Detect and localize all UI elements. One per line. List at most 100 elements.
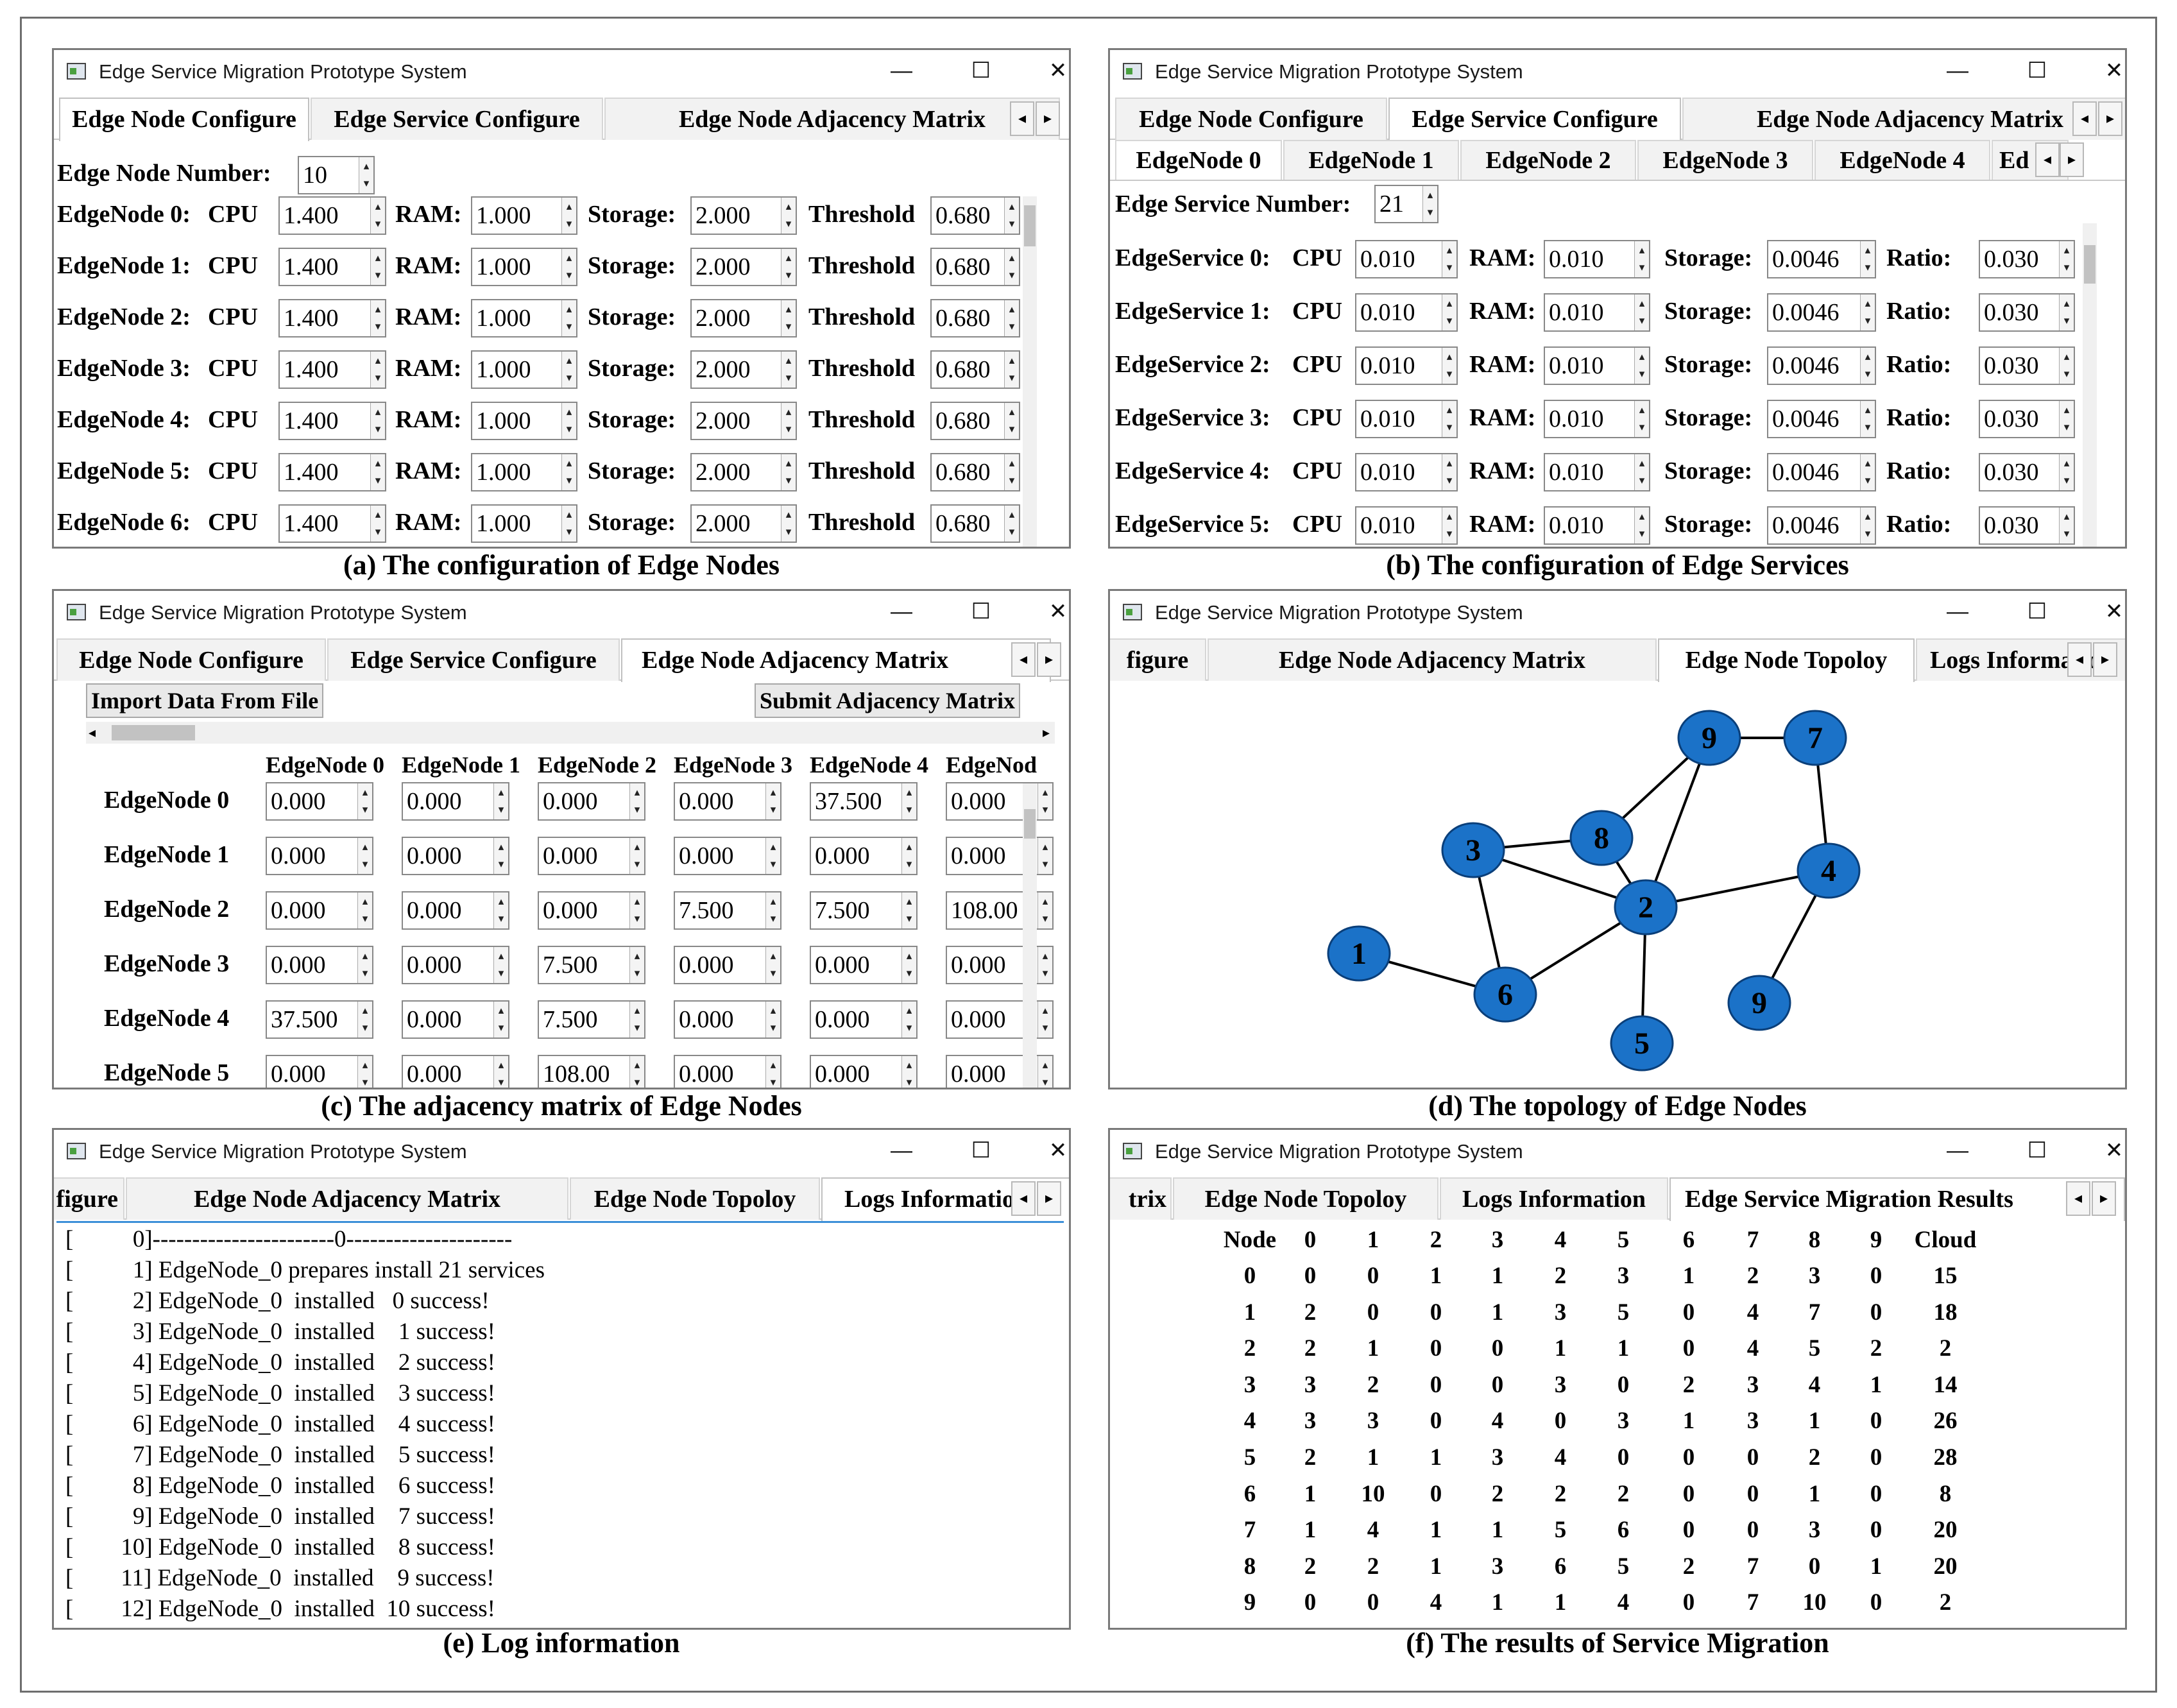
scrollbar-thumb[interactable] (1024, 809, 1036, 839)
cpu-spinbox[interactable]: 1.400 (278, 402, 386, 440)
tab-edge-node-adjacency-matrix[interactable]: Edge Node Adjacency Matrix (1682, 98, 2125, 140)
matrix-cell-spinbox[interactable]: 0.000 (674, 837, 781, 875)
cpu-spinbox[interactable]: 1.400 (278, 299, 386, 337)
title-bar[interactable]: Edge Service Migration Prototype System … (54, 1130, 1069, 1175)
ram-spinbox[interactable]: 0.010 (1544, 293, 1650, 332)
matrix-cell-spinbox[interactable]: 108.00 (946, 891, 1054, 930)
tab-edge-node-configure[interactable]: Edge Node Configure (56, 638, 326, 681)
tab-scroll-left-icon[interactable]: ◂ (2067, 642, 2092, 677)
subtab-edgenode-4[interactable]: EdgeNode 4 (1814, 140, 1990, 180)
horizontal-scrollbar[interactable]: ◂ ▸ (86, 722, 1055, 744)
tab-scroll-right-icon[interactable]: ▸ (1037, 642, 1061, 677)
matrix-cell-spinbox[interactable]: 0.000 (810, 946, 918, 984)
maximize-icon[interactable]: ☐ (971, 599, 991, 624)
vertical-scrollbar[interactable] (2083, 223, 2097, 547)
tab-edge-node-adjacency-matrix[interactable]: Edge Node Adjacency Matrix (1208, 638, 1657, 681)
matrix-cell-spinbox[interactable]: 0.000 (402, 1000, 509, 1039)
tab-edge-node-adjacency-matrix[interactable]: Edge Node Adjacency Matrix (621, 638, 1051, 682)
maximize-icon[interactable]: ☐ (2027, 1138, 2047, 1163)
tab-scroll-right-icon[interactable]: ▸ (2098, 101, 2122, 136)
ram-spinbox[interactable]: 1.000 (471, 453, 577, 491)
matrix-cell-spinbox[interactable]: 0.000 (402, 946, 509, 984)
ram-spinbox[interactable]: 1.000 (471, 504, 577, 543)
storage-spinbox[interactable]: 0.0046 (1767, 293, 1876, 332)
matrix-cell-spinbox[interactable]: 0.000 (810, 1000, 918, 1039)
vertical-scrollbar[interactable] (1023, 783, 1037, 1088)
matrix-cell-spinbox[interactable]: 0.000 (266, 1055, 373, 1088)
scroll-right-icon[interactable]: ▸ (1042, 724, 1050, 740)
close-icon[interactable]: ✕ (1048, 58, 1068, 83)
matrix-cell-spinbox[interactable]: 0.000 (810, 837, 918, 875)
matrix-cell-spinbox[interactable]: 37.500 (266, 1000, 373, 1039)
tab-edge-service-configure[interactable]: Edge Service Configure (327, 638, 620, 681)
threshold-spinbox[interactable]: 0.680 (930, 350, 1020, 389)
node-number-spinbox[interactable]: 10 (298, 156, 375, 194)
threshold-spinbox[interactable]: 0.680 (930, 402, 1020, 440)
storage-spinbox[interactable]: 0.0046 (1767, 506, 1876, 545)
tab-edge-node-topology[interactable]: Edge Node Topoloy (1173, 1177, 1439, 1220)
ram-spinbox[interactable]: 0.010 (1544, 453, 1650, 491)
subtab-edgenode-3[interactable]: EdgeNode 3 (1637, 140, 1813, 180)
cpu-spinbox[interactable]: 0.010 (1355, 506, 1458, 545)
cpu-spinbox[interactable]: 0.010 (1355, 453, 1458, 491)
minimize-icon[interactable]: — (891, 599, 912, 624)
tab-edge-node-adjacency-matrix[interactable]: Edge Node Adjacency Matrix (604, 98, 1060, 140)
tab-scroll-left-icon[interactable]: ◂ (2066, 1181, 2090, 1216)
storage-spinbox[interactable]: 2.000 (690, 402, 797, 440)
tab-scroll-left-icon[interactable]: ◂ (1010, 101, 1034, 136)
title-bar[interactable]: Edge Service Migration Prototype System … (1110, 1130, 2125, 1175)
ratio-spinbox[interactable]: 0.030 (1979, 240, 2075, 278)
ratio-spinbox[interactable]: 0.030 (1979, 400, 2075, 438)
storage-spinbox[interactable]: 0.0046 (1767, 240, 1876, 278)
threshold-spinbox[interactable]: 0.680 (930, 299, 1020, 337)
service-number-spinbox[interactable]: 21 (1374, 185, 1439, 223)
matrix-cell-spinbox[interactable]: 37.500 (810, 782, 918, 821)
import-data-button[interactable]: Import Data From File (86, 683, 324, 718)
matrix-cell-spinbox[interactable]: 0.000 (266, 946, 373, 984)
ram-spinbox[interactable]: 1.000 (471, 402, 577, 440)
storage-spinbox[interactable]: 2.000 (690, 248, 797, 286)
threshold-spinbox[interactable]: 0.680 (930, 504, 1020, 543)
submit-adjacency-matrix-button[interactable]: Submit Adjacency Matrix (755, 683, 1020, 718)
maximize-icon[interactable]: ☐ (971, 58, 991, 83)
matrix-cell-spinbox[interactable]: 7.500 (538, 946, 645, 984)
tab-edge-node-configure[interactable]: Edge Node Configure (1115, 98, 1387, 140)
tab-scroll-right-icon[interactable]: ▸ (1037, 1181, 1061, 1216)
scroll-left-icon[interactable]: ◂ (89, 724, 96, 740)
storage-spinbox[interactable]: 2.000 (690, 299, 797, 337)
matrix-cell-spinbox[interactable]: 0.000 (946, 946, 1054, 984)
tab-adjacency-matrix[interactable]: trix (1110, 1177, 1172, 1220)
title-bar[interactable]: Edge Service Migration Prototype System … (54, 50, 1069, 95)
storage-spinbox[interactable]: 2.000 (690, 453, 797, 491)
cpu-spinbox[interactable]: 1.400 (278, 453, 386, 491)
matrix-cell-spinbox[interactable]: 0.000 (946, 1055, 1054, 1088)
matrix-cell-spinbox[interactable]: 0.000 (674, 946, 781, 984)
close-icon[interactable]: ✕ (1048, 599, 1068, 624)
matrix-cell-spinbox[interactable]: 0.000 (674, 1055, 781, 1088)
matrix-cell-spinbox[interactable]: 0.000 (946, 837, 1054, 875)
matrix-cell-spinbox[interactable]: 7.500 (810, 891, 918, 930)
title-bar[interactable]: Edge Service Migration Prototype System … (1110, 50, 2125, 95)
tab-edge-service-configure[interactable]: Edge Service Configure (311, 98, 603, 140)
tab-configure[interactable]: figure (1110, 638, 1206, 681)
ram-spinbox[interactable]: 0.010 (1544, 240, 1650, 278)
matrix-cell-spinbox[interactable]: 7.500 (674, 891, 781, 930)
subtab-edgenode-1[interactable]: EdgeNode 1 (1283, 140, 1459, 180)
threshold-spinbox[interactable]: 0.680 (930, 453, 1020, 491)
tab-scroll-right-icon[interactable]: ▸ (2093, 642, 2117, 677)
scrollbar-thumb[interactable] (1024, 205, 1036, 246)
storage-spinbox[interactable]: 2.000 (690, 504, 797, 543)
tab-configure[interactable]: figure (54, 1177, 124, 1220)
title-bar[interactable]: Edge Service Migration Prototype System … (1110, 591, 2125, 636)
tab-scroll-left-icon[interactable]: ◂ (2072, 101, 2097, 136)
cpu-spinbox[interactable]: 1.400 (278, 504, 386, 543)
minimize-icon[interactable]: — (1947, 58, 1968, 83)
tab-edge-service-migration-results[interactable]: Edge Service Migration Results (1669, 1177, 2125, 1221)
minimize-icon[interactable]: — (1947, 599, 1968, 624)
matrix-cell-spinbox[interactable]: 0.000 (538, 782, 645, 821)
minimize-icon[interactable]: — (1947, 1138, 1968, 1163)
close-icon[interactable]: ✕ (2104, 599, 2124, 624)
storage-spinbox[interactable]: 2.000 (690, 350, 797, 389)
maximize-icon[interactable]: ☐ (971, 1138, 991, 1163)
ram-spinbox[interactable]: 1.000 (471, 299, 577, 337)
